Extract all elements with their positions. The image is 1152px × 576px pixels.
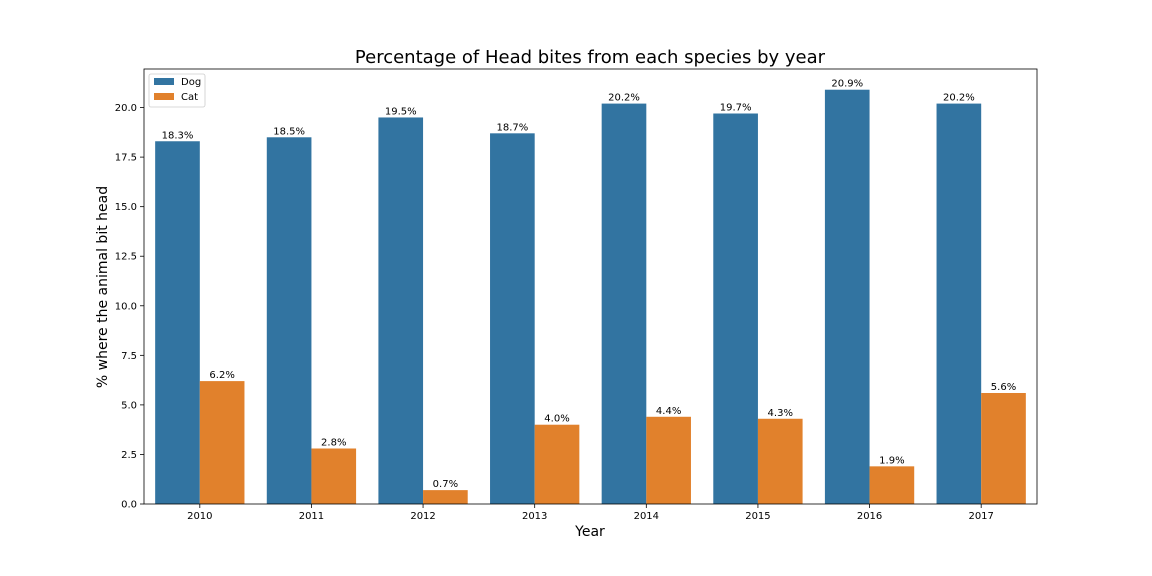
chart-title: Percentage of Head bites from each speci… xyxy=(355,47,826,68)
bar-cat-2010 xyxy=(199,381,245,504)
bar-cat-2011 xyxy=(311,448,357,504)
bar-cat-2015 xyxy=(757,418,803,504)
x-tick-label: 2011 xyxy=(299,511,324,522)
x-tick-label: 2013 xyxy=(522,511,547,522)
data-label-dog-2016: 20.9% xyxy=(831,79,863,90)
y-tick-label: 2.5 xyxy=(121,450,137,461)
x-axis-label: Year xyxy=(574,524,605,540)
data-label-cat-2016: 1.9% xyxy=(879,455,904,466)
legend-label-dog: Dog xyxy=(181,77,201,88)
x-tick-label: 2010 xyxy=(187,511,212,522)
data-label-dog-2013: 18.7% xyxy=(496,122,528,133)
bar-cat-2013 xyxy=(534,424,580,504)
data-label-dog-2011: 18.5% xyxy=(273,126,305,137)
bar-dog-2011 xyxy=(266,137,312,504)
data-label-cat-2015: 4.3% xyxy=(768,408,793,419)
bar-cat-2016 xyxy=(869,466,915,504)
data-label-cat-2013: 4.0% xyxy=(544,414,569,425)
data-label-dog-2015: 19.7% xyxy=(720,103,752,114)
bar-dog-2015 xyxy=(713,113,758,504)
bar-dog-2010 xyxy=(155,141,200,504)
y-tick-label: 15.0 xyxy=(115,202,137,213)
y-tick-label: 12.5 xyxy=(115,252,137,263)
y-tick-label: 5.0 xyxy=(121,400,137,411)
y-tick-label: 17.5 xyxy=(115,153,137,164)
bar-cat-2017 xyxy=(981,392,1026,504)
bar-dog-2017 xyxy=(936,103,982,505)
data-label-cat-2011: 2.8% xyxy=(321,437,346,448)
bar-dog-2014 xyxy=(601,103,647,505)
plot-frame xyxy=(143,68,1038,505)
data-label-cat-2012: 0.7% xyxy=(433,479,458,490)
x-tick-label: 2012 xyxy=(410,511,435,522)
legend-label-cat: Cat xyxy=(181,92,198,103)
y-tick-label: 10.0 xyxy=(115,301,137,312)
legend: Dog Cat xyxy=(148,73,206,108)
data-label-cat-2010: 6.2% xyxy=(209,370,234,381)
bar-cat-2014 xyxy=(646,416,691,504)
y-tick-label: 0.0 xyxy=(121,500,137,511)
x-tick-label: 2014 xyxy=(634,511,659,522)
data-label-cat-2017: 5.6% xyxy=(991,382,1016,393)
legend-swatch-dog xyxy=(154,78,174,85)
y-tick-label: 20.0 xyxy=(115,103,137,114)
x-tick-label: 2016 xyxy=(857,511,882,522)
legend-swatch-cat xyxy=(154,93,174,100)
bar-dog-2016 xyxy=(824,89,870,504)
x-tick-label: 2017 xyxy=(968,511,993,522)
data-label-dog-2014: 20.2% xyxy=(608,93,640,104)
data-label-dog-2012: 19.5% xyxy=(385,106,417,117)
bar-dog-2013 xyxy=(490,133,535,504)
data-label-dog-2010: 18.3% xyxy=(162,130,194,141)
plot-area: 18.3% 18.5% 19.5% 18.7% 20.2% 19.7% 20.9% 20.2%… xyxy=(115,68,1038,522)
y-tick-label: 7.5 xyxy=(121,351,137,362)
data-label-dog-2017: 20.2% xyxy=(943,93,975,104)
bar-cat-2012 xyxy=(423,490,468,504)
x-tick-label: 2015 xyxy=(745,511,770,522)
bar-dog-2012 xyxy=(378,117,424,504)
data-label-cat-2014: 4.4% xyxy=(656,406,681,417)
y-axis-label: % where the animal bit head xyxy=(95,186,111,388)
